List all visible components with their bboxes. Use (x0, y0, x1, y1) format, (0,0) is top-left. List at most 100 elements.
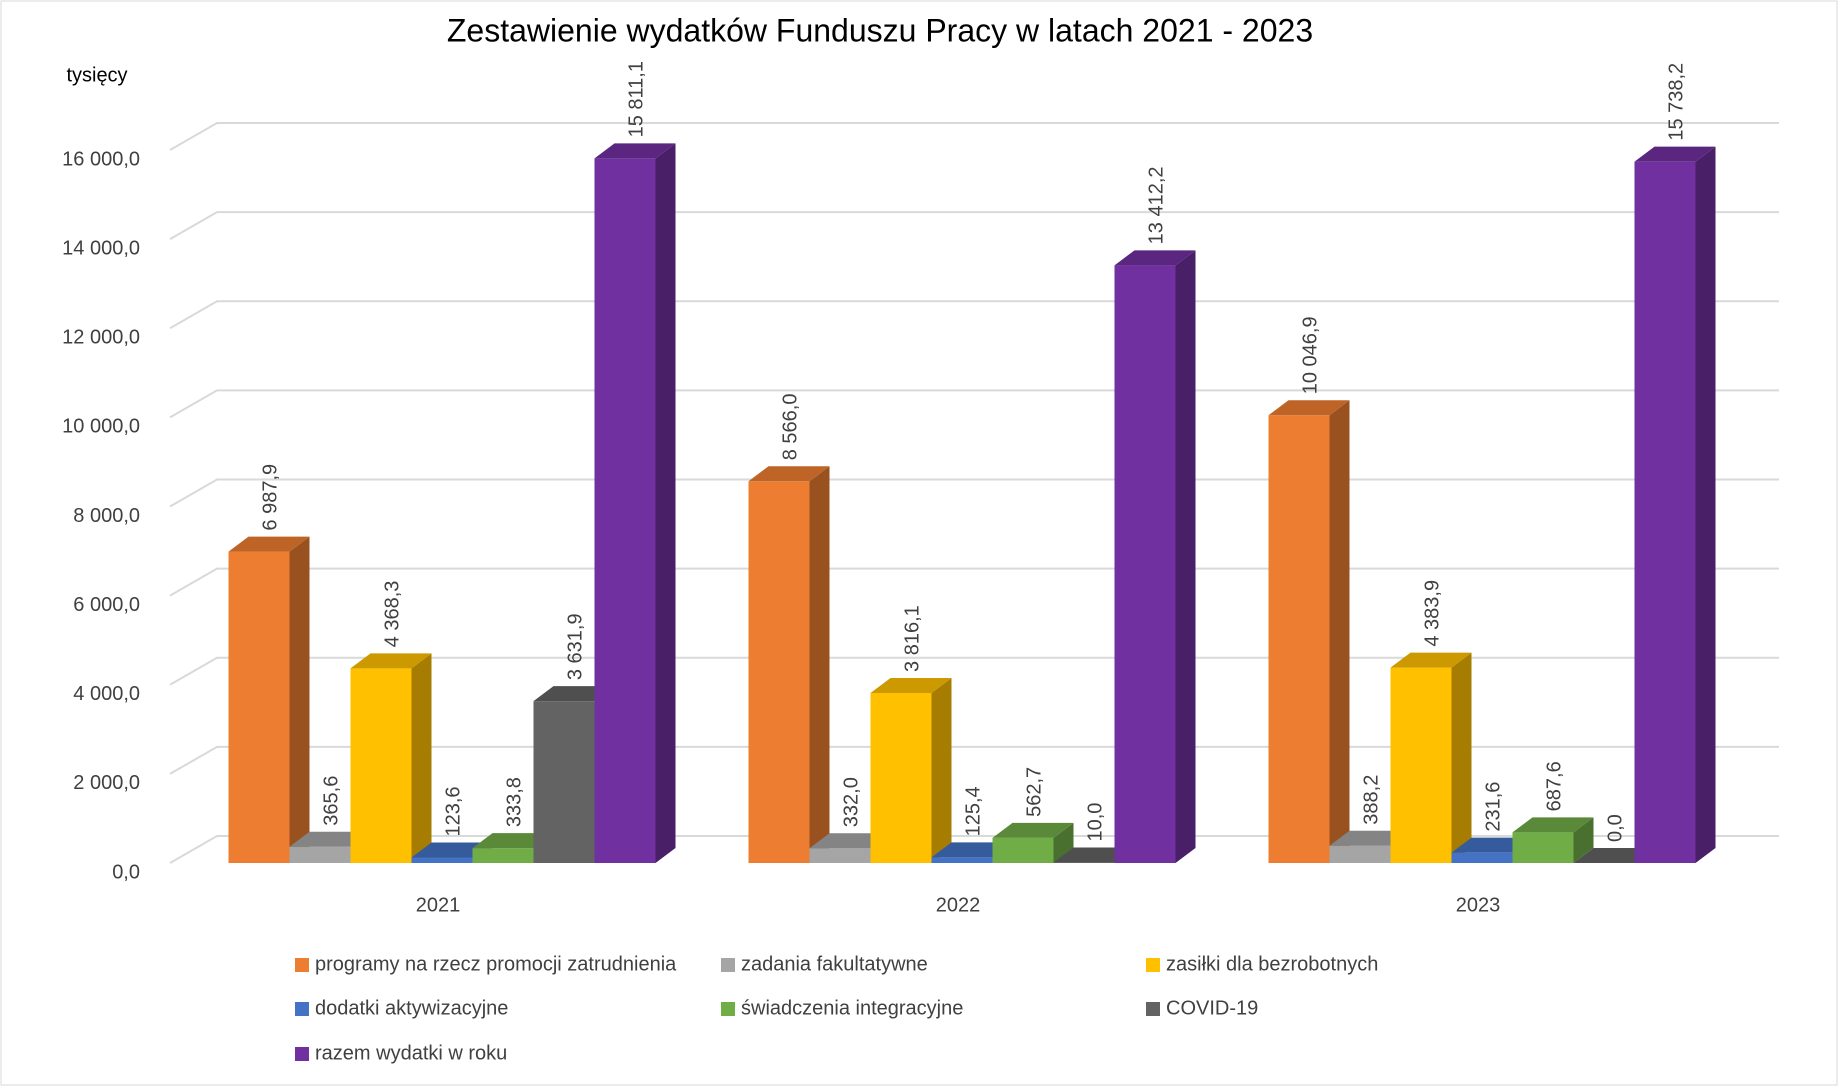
bar (472, 848, 534, 863)
grid-line (169, 656, 1779, 686)
value-label: 231,6 (1482, 782, 1504, 832)
bar-top (809, 833, 891, 849)
x-tick-label: 2022 (936, 894, 981, 916)
bar (1268, 415, 1330, 863)
value-label: 123,6 (442, 786, 464, 836)
value-label: 333,8 (503, 777, 525, 827)
grid-line (169, 389, 1779, 419)
legend-label: COVID-19 (1166, 997, 1258, 1019)
bar (594, 158, 656, 864)
bar (350, 668, 412, 863)
value-label: 365,6 (320, 776, 342, 826)
bar-top (931, 842, 1013, 858)
bar (533, 701, 595, 863)
bar-side (1573, 817, 1594, 863)
bar (1329, 845, 1391, 863)
bar-top (289, 831, 371, 847)
bar (1390, 667, 1452, 863)
bar-side (1329, 400, 1350, 863)
bar-top (1329, 830, 1411, 846)
bar-top (748, 466, 830, 482)
chart-title: Zestawienie wydatków Funduszu Pracy w la… (447, 12, 1313, 48)
bar-side (931, 677, 952, 863)
bar (1634, 161, 1696, 864)
bar (931, 857, 993, 863)
value-label: 8 566,0 (779, 394, 801, 461)
legend-swatch (295, 958, 309, 972)
bar (228, 551, 290, 863)
bar-top (1114, 250, 1196, 266)
value-label: 15 811,1 (625, 61, 647, 137)
bar-top (1053, 847, 1135, 863)
grid-line (169, 567, 1779, 597)
legend-label: świadczenia integracyjne (741, 997, 963, 1019)
bar-top (594, 143, 676, 159)
value-label: 3 631,9 (564, 613, 586, 680)
bar (1512, 832, 1574, 863)
y-tick-label: 6 000,0 (73, 594, 140, 616)
y-tick-label: 2 000,0 (73, 772, 140, 794)
grid-line (169, 122, 1779, 151)
bar-top (1451, 837, 1533, 853)
legend-swatch (721, 1002, 735, 1016)
bar-top (1634, 146, 1716, 162)
bar (748, 481, 810, 863)
bar-top (1573, 848, 1655, 863)
bar-top (870, 677, 952, 693)
bar (1451, 852, 1513, 863)
legend-swatch (1146, 1002, 1160, 1016)
bar-top (411, 842, 493, 858)
y-axis-label: tysięcy (66, 64, 127, 86)
value-label: 0,0 (1604, 814, 1626, 842)
bar-top (350, 653, 432, 669)
bar-top (1268, 400, 1350, 416)
legend-swatch (1146, 958, 1160, 972)
bar-top (533, 686, 615, 702)
value-label: 10,0 (1084, 803, 1106, 842)
bar (1114, 265, 1176, 863)
y-tick-label: 0,0 (112, 861, 140, 883)
value-label: 332,0 (840, 777, 862, 827)
legend-label: zadania fakultatywne (741, 953, 928, 975)
bar-side (1695, 146, 1716, 864)
value-label: 562,7 (1023, 767, 1045, 817)
bar (289, 846, 351, 863)
grid-line (169, 835, 1779, 864)
y-tick-label: 10 000,0 (62, 416, 140, 438)
bar-side (655, 143, 676, 864)
x-tick-label: 2023 (1456, 894, 1501, 916)
value-label: 10 046,9 (1299, 316, 1321, 394)
bar (411, 857, 473, 863)
y-tick-label: 12 000,0 (62, 327, 140, 349)
bar-top (472, 833, 554, 849)
bar-top (1512, 817, 1594, 833)
bar-side (1053, 822, 1074, 863)
bar-side (1451, 652, 1472, 863)
grid-line (169, 745, 1779, 775)
value-label: 388,2 (1360, 775, 1382, 825)
legend-label: zasiłki dla bezrobotnych (1166, 953, 1378, 975)
bar-side (809, 466, 830, 863)
y-tick-label: 4 000,0 (73, 683, 140, 705)
bar-top (1390, 652, 1472, 668)
value-label: 4 368,3 (381, 581, 403, 648)
y-tick-label: 16 000,0 (62, 148, 140, 170)
bar-top (228, 536, 310, 552)
bar (992, 837, 1054, 863)
grid-line (169, 478, 1779, 508)
legend-swatch (295, 1047, 309, 1061)
bar (809, 848, 871, 863)
value-label: 125,4 (962, 786, 984, 836)
legend-label: dodatki aktywizacyjne (315, 997, 508, 1019)
y-tick-label: 14 000,0 (62, 237, 140, 259)
y-tick-label: 8 000,0 (73, 505, 140, 527)
legend-swatch (721, 958, 735, 972)
x-tick-label: 2021 (416, 894, 461, 916)
bar-side (411, 653, 432, 863)
bar (870, 692, 932, 863)
grid-line (169, 211, 1779, 240)
value-label: 6 987,9 (259, 464, 281, 531)
legend-label: programy na rzecz promocji zatrudnienia (315, 953, 677, 975)
value-label: 13 412,2 (1145, 166, 1167, 244)
